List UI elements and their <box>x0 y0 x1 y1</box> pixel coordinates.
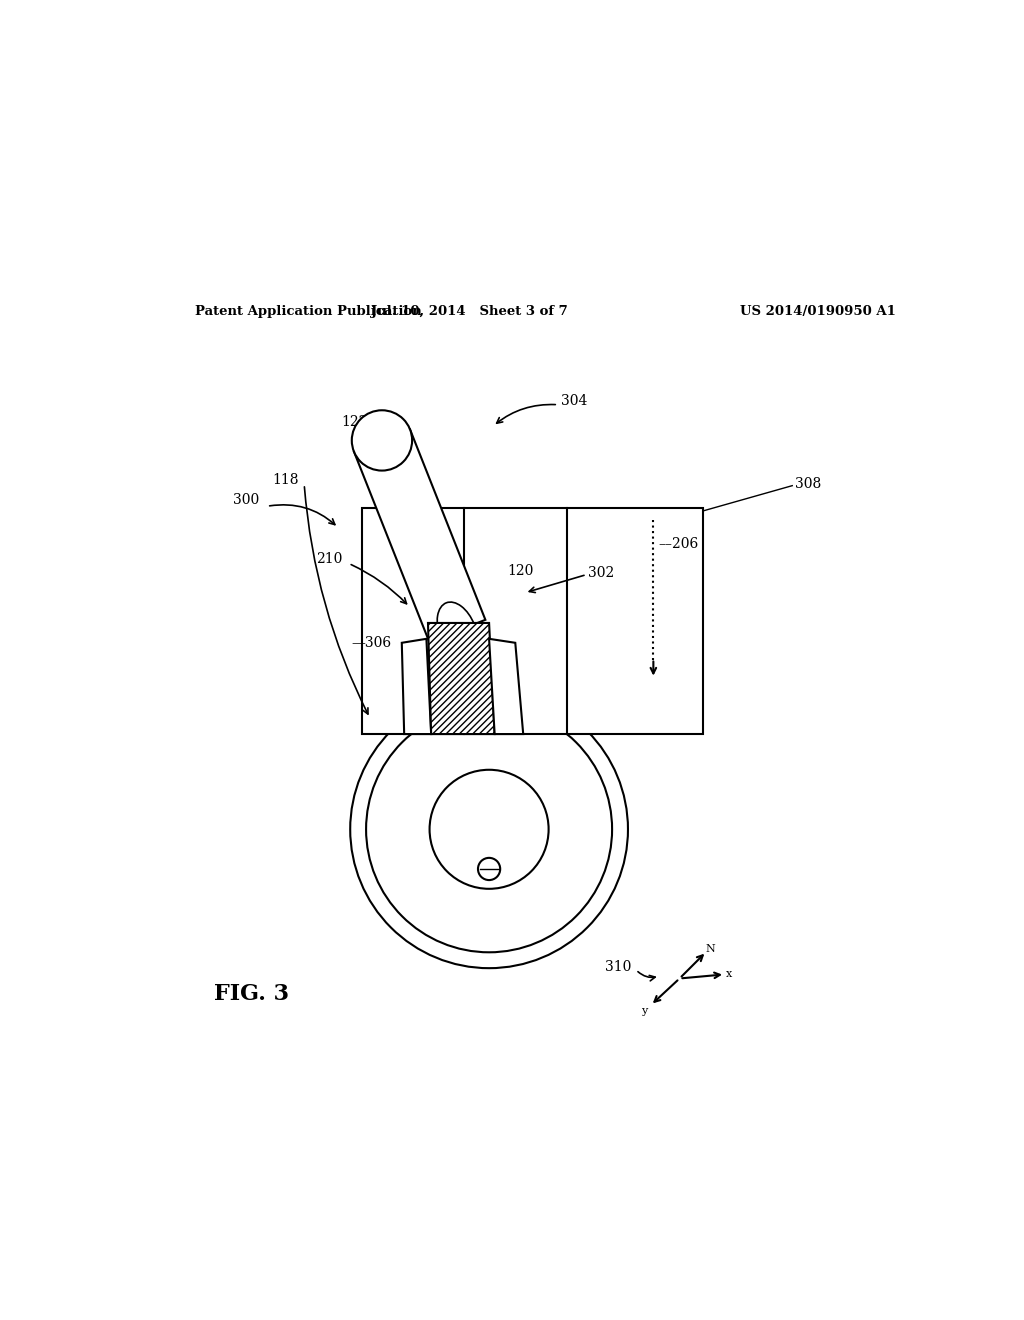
Circle shape <box>478 858 500 880</box>
Circle shape <box>352 411 412 471</box>
Text: Jul. 10, 2014   Sheet 3 of 7: Jul. 10, 2014 Sheet 3 of 7 <box>371 305 567 318</box>
Text: N: N <box>706 944 716 954</box>
Circle shape <box>350 690 628 968</box>
Text: 118: 118 <box>272 473 299 487</box>
Circle shape <box>430 770 549 888</box>
Text: 308: 308 <box>795 477 821 491</box>
Text: 300: 300 <box>232 492 259 507</box>
Text: y: y <box>641 1006 647 1015</box>
Text: 120: 120 <box>507 565 534 578</box>
Text: Patent Application Publication: Patent Application Publication <box>196 305 422 318</box>
Polygon shape <box>428 623 495 734</box>
Polygon shape <box>401 639 431 734</box>
Polygon shape <box>489 639 523 734</box>
Text: US 2014/0190950 A1: US 2014/0190950 A1 <box>740 305 896 318</box>
Text: 210: 210 <box>315 553 342 566</box>
Text: 304: 304 <box>560 393 587 408</box>
Text: ––206: ––206 <box>658 537 698 550</box>
Text: FIG. 3: FIG. 3 <box>214 982 289 1005</box>
Text: x: x <box>726 969 732 979</box>
Text: 208: 208 <box>438 591 465 606</box>
Bar <box>362 508 703 734</box>
Text: 310: 310 <box>605 960 631 974</box>
Text: 302: 302 <box>588 566 614 579</box>
Text: —306: —306 <box>352 636 392 649</box>
Text: 122: 122 <box>341 414 368 429</box>
Polygon shape <box>354 429 485 642</box>
Circle shape <box>367 706 612 952</box>
Ellipse shape <box>437 602 477 660</box>
